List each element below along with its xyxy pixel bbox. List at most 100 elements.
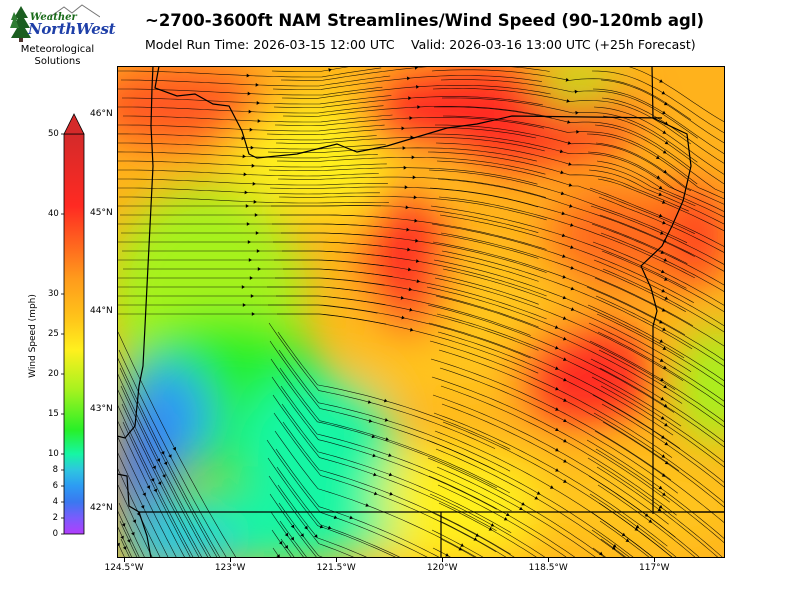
streamline-arrow-icon [409,307,413,312]
streamline [117,371,212,558]
colorbar-tick-label: 50 [48,129,59,139]
streamline-arrow-icon [412,175,416,180]
colorbar [40,110,100,540]
streamline-arrow-icon [251,163,255,168]
streamline-arrow-icon [659,320,663,324]
streamline-arrow-icon [563,438,567,443]
streamline-arrow-icon [290,524,295,529]
streamline-arrow-icon [405,205,409,210]
streamline-arrow-icon [254,213,258,217]
streamline-arrow-icon [407,247,411,252]
streamline-arrow-icon [411,155,415,160]
streamline-arrow-icon [247,240,251,244]
streamline-arrow-icon [241,136,245,141]
streamline-arrow-icon [172,446,176,451]
streamline [117,508,141,558]
streamline [267,457,398,558]
latitude-label: 43°N [90,404,113,415]
streamline-arrow-icon [252,181,256,186]
streamline-arrow-icon [660,416,665,420]
streamlines [117,66,725,558]
streamline-arrow-icon [555,407,559,411]
streamline-arrow-icon [153,488,157,493]
streamline-arrow-icon [249,276,253,280]
colorbar-tick-label: 2 [52,513,58,523]
streamline [118,349,228,558]
streamline-arrow-icon [662,346,667,350]
colorbar-tick-label: 0 [52,529,58,539]
streamline-arrow-icon [503,517,508,521]
streamline-arrow-icon [644,513,649,517]
streamline-arrow-icon [255,231,259,235]
longitude-label: 121.5°W [316,563,356,573]
streamline-arrow-icon [400,295,405,300]
longitude-label: 117°W [639,563,670,573]
wa-or-border [154,66,663,159]
streamline-arrow-icon [519,506,523,510]
streamline-arrow-icon [383,398,388,403]
streamline-arrow-icon [415,259,420,263]
streamline-arrow-icon [655,155,660,159]
streamline-arrow-icon [563,398,567,402]
streamline-arrow-icon [278,541,283,545]
streamline-arrow-icon [561,233,566,238]
streamline-arrow-icon [664,277,668,281]
streamline-arrow-icon [663,403,668,408]
streamline [439,520,508,558]
streamline-arrow-icon [304,525,308,530]
streamline-arrow-icon [402,146,406,150]
streamline-arrow-icon [648,519,653,523]
colorbar-label: Wind Speed (mph) [28,294,38,378]
streamline-arrow-icon [657,507,662,512]
longitude-tick [230,558,232,562]
streamline-arrow-icon [659,79,663,83]
colorbar-tick-label: 15 [48,409,59,419]
streamline-arrow-icon [659,339,664,343]
streamline-arrow-icon [257,119,261,123]
streamline-arrow-icon [140,505,145,509]
streamline-arrow-icon [242,303,246,307]
longitude-tick [442,558,444,562]
streamline-arrow-icon [122,546,127,550]
longitude-tick [336,558,338,562]
streamline [271,529,293,558]
streamline-arrow-icon [658,504,663,509]
streamline-arrow-icon [413,195,417,200]
streamline-arrow-icon [367,400,372,404]
streamline-arrow-icon [257,267,261,271]
streamline-arrow-icon [245,204,249,208]
streamline-arrow-icon [408,96,412,101]
streamline-arrow-icon [611,546,616,550]
streamline-arrow-icon [314,534,318,538]
streamline-arrow-icon [569,204,573,208]
streamline-arrow-icon [408,287,413,292]
streamline [268,475,357,558]
valid-time: Valid: 2026-03-16 13:00 UTC (+25h Foreca… [411,37,696,52]
streamline-arrow-icon [562,295,567,300]
colorbar-tick-label: 10 [48,449,59,459]
colorbar-gradient [63,133,85,535]
streamline-arrow-icon [284,532,289,537]
streamline-arrow-icon [460,543,464,547]
streamline-arrow-icon [656,175,661,179]
streamline-arrow-icon [555,427,559,431]
streamline-arrow-icon [157,481,162,486]
streamline-arrow-icon [132,519,137,524]
streamline-arrow-icon [248,109,252,114]
streamline-arrow-icon [416,85,420,89]
streamline-arrow-icon [570,307,575,311]
streamline-arrow-icon [244,190,248,195]
streamline-arrow-icon [290,536,294,541]
streamline-arrow-icon [521,502,525,506]
streamline-arrow-icon [256,101,260,105]
streamline-arrow-icon [664,422,668,427]
streamline-arrow-icon [247,91,251,96]
streamline-arrow-icon [162,474,166,478]
streamline-arrow-icon [249,127,253,132]
streamline-arrow-icon [404,185,408,190]
logo-subtitle-line1: Meteorological [20,44,95,55]
colorbar-tick-label: 25 [48,329,59,339]
streamline-arrow-icon [488,527,493,531]
streamline-arrow-icon [549,485,554,489]
streamline [269,493,318,558]
